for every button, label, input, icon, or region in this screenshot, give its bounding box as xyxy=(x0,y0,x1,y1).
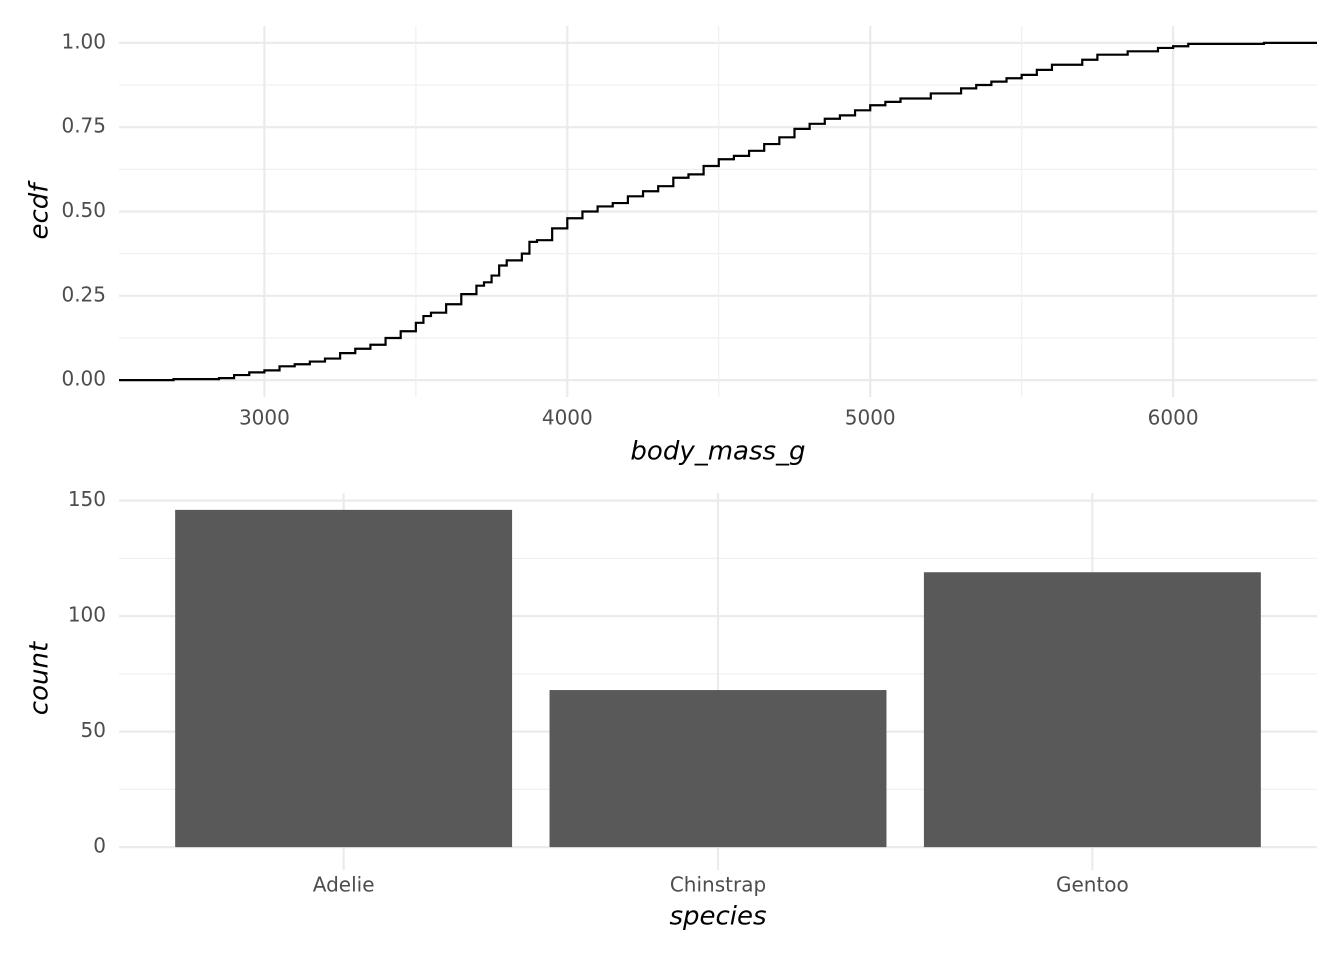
x-axis-title: species xyxy=(669,902,766,932)
x-tick-label: 4000 xyxy=(542,406,593,430)
y-tick-label: 0.25 xyxy=(61,282,106,306)
x-tick-label: 6000 xyxy=(1148,406,1199,430)
bar xyxy=(549,690,887,848)
y-tick-label: 0 xyxy=(93,834,106,858)
x-tick-label: 5000 xyxy=(845,406,896,430)
y-tick-label: 0.75 xyxy=(61,114,106,138)
bar xyxy=(923,572,1261,848)
y-axis-title: ecdf xyxy=(25,180,55,240)
y-tick-label: 1.00 xyxy=(61,29,106,53)
y-tick-label: 0.00 xyxy=(61,367,106,391)
x-tick-label: 3000 xyxy=(239,406,290,430)
y-tick-label: 0.50 xyxy=(61,198,106,222)
x-tick-label: Adelie xyxy=(313,873,375,897)
y-axis-title: count xyxy=(25,641,55,715)
x-tick-label: Chinstrap xyxy=(670,873,766,897)
x-tick-label: Gentoo xyxy=(1056,873,1129,897)
y-tick-label: 100 xyxy=(68,603,106,627)
x-axis-title: body_mass_g xyxy=(630,437,805,467)
ecdf-line xyxy=(119,41,1317,382)
y-tick-label: 50 xyxy=(81,718,106,742)
bar xyxy=(175,509,513,848)
y-tick-label: 150 xyxy=(68,487,106,511)
